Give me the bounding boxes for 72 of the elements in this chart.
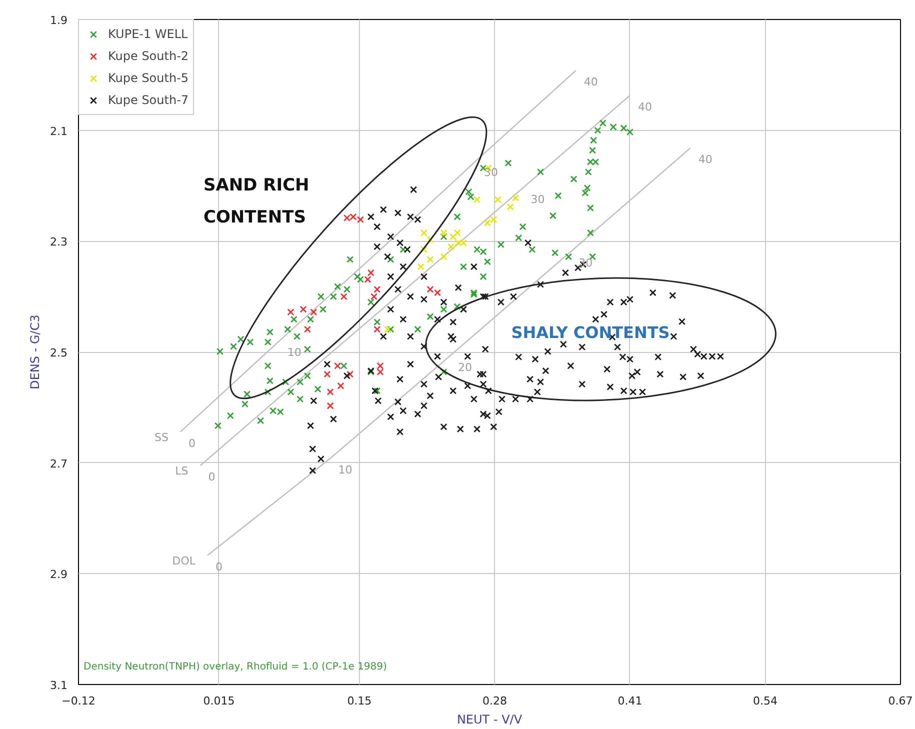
annotation: 40 — [638, 100, 652, 114]
legend-label: KUPE-1 WELL — [108, 27, 188, 41]
legend-label: Kupe South-5 — [108, 71, 189, 85]
annotation: SAND RICH CONTENTS — [204, 176, 310, 228]
point — [374, 286, 381, 293]
legend-label: Kupe South-2 — [108, 49, 189, 63]
series-label: SS — [154, 430, 168, 444]
point — [300, 306, 307, 313]
point — [346, 370, 354, 378]
point — [287, 308, 294, 316]
annotation: 40 — [698, 153, 712, 166]
point — [326, 388, 334, 396]
point — [334, 362, 342, 370]
point — [440, 253, 448, 260]
annotation: 10 — [338, 463, 352, 476]
point — [434, 289, 442, 296]
y-tick-label: 3.1 — [50, 679, 68, 692]
legend-label: Kupe South-7 — [108, 93, 189, 107]
point — [450, 233, 457, 240]
point — [420, 229, 428, 236]
point — [367, 269, 374, 276]
y-tick-label: 1.9 — [50, 14, 68, 27]
x-tick-label: 0.67 — [888, 694, 913, 708]
x-tick-label: −0.12 — [62, 694, 96, 708]
annotation: 20 — [458, 360, 472, 374]
annotation: SHALY CONTENTS — [511, 323, 670, 342]
point — [426, 286, 434, 293]
x-tick-label: 0.41 — [618, 694, 642, 708]
point — [426, 236, 434, 244]
point — [376, 368, 384, 376]
point — [364, 276, 372, 283]
point — [447, 243, 455, 250]
point — [340, 293, 348, 300]
point — [420, 246, 428, 254]
point — [337, 382, 344, 390]
series-label: DOL — [172, 554, 196, 568]
point — [473, 196, 481, 204]
point — [324, 370, 331, 378]
x-axis-title: NEUT - V/V — [456, 712, 523, 726]
point — [440, 229, 448, 236]
x-tick-label: 0.15 — [347, 694, 372, 708]
point — [494, 196, 502, 204]
series-label: LS — [175, 464, 188, 478]
point — [370, 293, 378, 300]
point — [374, 326, 381, 333]
point — [512, 194, 520, 202]
y-tick-label: 2.7 — [50, 457, 68, 470]
y-tick-label: 2.1 — [50, 124, 68, 138]
y-tick-label: 2.3 — [50, 236, 68, 249]
point — [384, 326, 392, 333]
annotation: 0 — [188, 436, 196, 450]
y-axis-title: DENS - G/C3 — [28, 314, 42, 390]
point — [426, 256, 434, 263]
annotation: 30 — [484, 166, 498, 179]
point — [417, 263, 424, 270]
y-tick-label: 2.5 — [50, 346, 68, 360]
point — [326, 402, 334, 410]
point — [310, 308, 318, 316]
point — [506, 203, 514, 210]
annotation: 0 — [216, 560, 223, 574]
point — [304, 326, 311, 333]
annotation: Density Neutron(TNPH) overlay, Rhofluid = 1.0 (CP-1e 1989) — [84, 662, 387, 672]
annotation: 30 — [530, 192, 545, 206]
annotation: 40 — [584, 75, 598, 88]
x-tick-label: 0.28 — [482, 694, 507, 708]
point — [376, 362, 384, 370]
annotation: 0 — [208, 470, 216, 484]
annotation: 10 — [287, 346, 302, 359]
point — [454, 229, 461, 236]
y-tick-label: 2.9 — [50, 568, 68, 582]
x-tick-label: 0.54 — [752, 694, 778, 708]
x-tick-label: 0.015 — [203, 694, 235, 708]
